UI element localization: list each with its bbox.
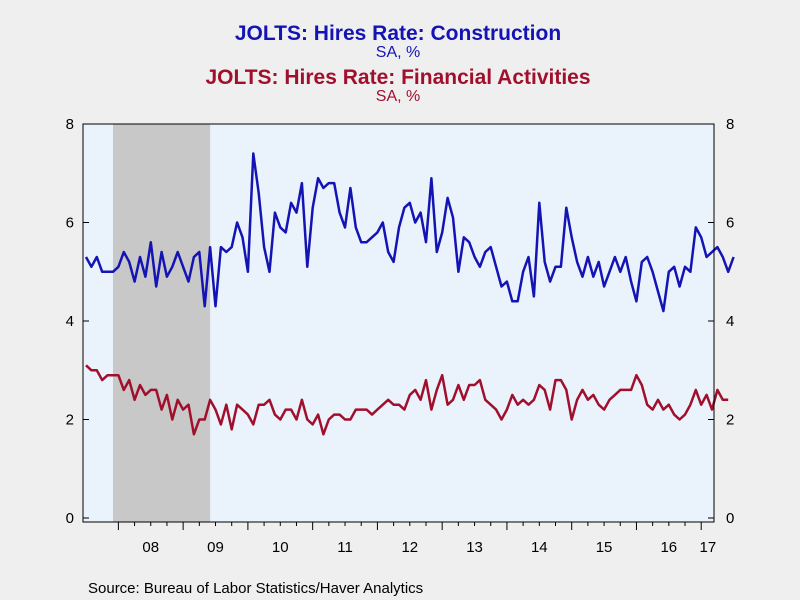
x-tick-label: 09 xyxy=(207,539,224,556)
recession-shading xyxy=(112,124,211,522)
chart-subtitle-2: SA, % xyxy=(376,88,420,105)
x-tick-label: 14 xyxy=(531,539,548,556)
series-layer xyxy=(84,152,735,436)
chart-title-1: JOLTS: Hires Rate: Construction xyxy=(235,22,561,45)
y-tick-label-left: 4 xyxy=(66,313,74,330)
source-note: Source: Bureau of Labor Statistics/Haver… xyxy=(88,580,423,597)
x-tick-label: 08 xyxy=(142,539,159,556)
x-tick-label: 10 xyxy=(272,539,289,556)
x-tick-label: 17 xyxy=(700,539,717,556)
x-tick-label: 11 xyxy=(337,539,353,556)
y-tick-label-right: 6 xyxy=(726,215,734,232)
series-line-1 xyxy=(84,152,735,313)
x-tick-label: 16 xyxy=(660,539,677,556)
chart-subtitle-1: SA, % xyxy=(376,44,420,61)
plot-frame xyxy=(82,123,715,523)
y-tick-label-left: 6 xyxy=(66,215,74,232)
axes-layer: 0 2 4 6 8 0 2 4 6 8 08 09 10 11 12 13 14 15 16 17 xyxy=(66,116,735,556)
chart-title-2: JOLTS: Hires Rate: Financial Activities xyxy=(205,66,590,89)
y-tick-label-right: 2 xyxy=(726,412,734,429)
y-tick-label-right: 8 xyxy=(726,116,734,133)
y-tick-label-right: 4 xyxy=(726,313,734,330)
series-line-2 xyxy=(85,364,729,436)
x-tick-label: 12 xyxy=(401,539,418,556)
y-tick-label-left: 8 xyxy=(66,116,74,133)
x-tick-label: 13 xyxy=(466,539,483,556)
x-tick-label: 15 xyxy=(596,539,613,556)
y-tick-label-left: 2 xyxy=(66,412,74,429)
y-tick-label-right: 0 xyxy=(726,510,734,527)
y-tick-label-left: 0 xyxy=(66,510,74,527)
